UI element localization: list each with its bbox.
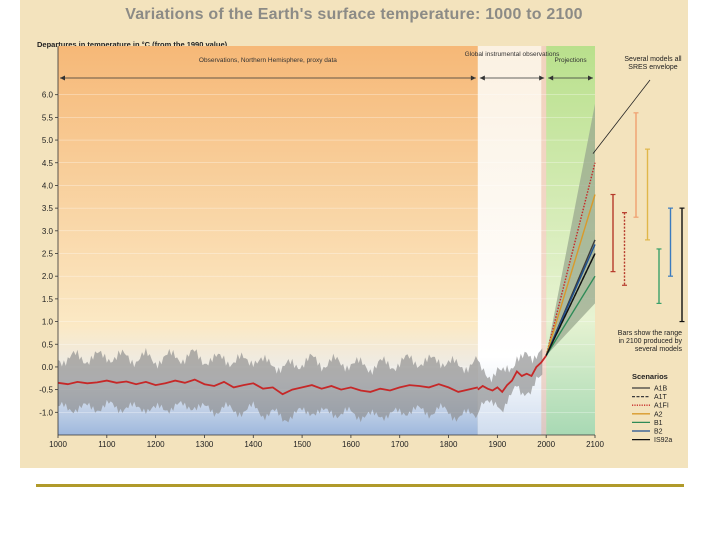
y-tick-label: 3.5 xyxy=(42,204,54,213)
legend-label-a1t: A1T xyxy=(654,394,668,401)
scenario-line-a1fi xyxy=(545,162,596,356)
temperature-chart: Observations, Northern Hemisphere, proxy… xyxy=(39,46,685,449)
envelope-annotation: Several models all SRES envelope xyxy=(624,56,682,71)
period-label-1: Global instrumental observations xyxy=(465,51,560,58)
y-tick-label: 1.0 xyxy=(42,318,54,327)
period-arrowhead-right-0 xyxy=(470,75,476,81)
period-arrowhead-right-2 xyxy=(588,75,593,81)
period-arrowhead-left-1 xyxy=(479,75,485,81)
period-label-0: Observations, Northern Hemisphere, proxy… xyxy=(199,57,337,64)
x-tick-label: 1400 xyxy=(244,440,262,449)
x-tick-label: 1900 xyxy=(488,440,506,449)
y-tick-label: 1.5 xyxy=(42,295,54,304)
y-tick-label: 6.0 xyxy=(42,91,54,100)
legend-label-is92a: IS92a xyxy=(654,437,672,444)
legend-label-b2: B2 xyxy=(654,429,663,436)
y-tick-label: -1.0 xyxy=(39,408,53,417)
scenarios-legend-title: Scenarios xyxy=(632,372,668,381)
period-divider xyxy=(541,46,547,435)
period-label-2: Projections xyxy=(555,57,588,64)
envelope-arrow xyxy=(592,79,651,154)
uncertainty-band xyxy=(58,347,543,423)
legend-label-a2: A2 xyxy=(654,411,663,418)
y-tick-label: 2.5 xyxy=(42,250,54,259)
footer-rule xyxy=(36,484,684,487)
x-tick-label: 1100 xyxy=(98,440,116,449)
legend-label-a1fi: A1FI xyxy=(654,403,669,410)
y-tick-label: 5.5 xyxy=(42,113,54,122)
chart-title: Variations of the Earth's surface temper… xyxy=(125,6,583,23)
period-arrowhead-left-2 xyxy=(548,75,554,81)
x-tick-label: 1600 xyxy=(342,440,360,449)
sres-envelope xyxy=(546,103,595,356)
instrumental-series-line xyxy=(477,355,547,394)
y-tick-label: 3.0 xyxy=(42,227,54,236)
x-tick-label: 1000 xyxy=(49,440,67,449)
x-tick-label: 1200 xyxy=(147,440,165,449)
proxy-series-line xyxy=(57,378,478,396)
y-tick-label: -0.5 xyxy=(39,386,53,395)
x-tick-label: 1500 xyxy=(293,440,311,449)
y-tick-label: 4.0 xyxy=(42,181,54,190)
period-arrowhead-left-0 xyxy=(60,75,65,81)
range-bars-annotation: Bars show the range in 2100 produced by … xyxy=(617,330,682,353)
y-tick-label: 0.5 xyxy=(42,340,54,349)
x-tick-label: 1300 xyxy=(196,440,214,449)
y-tick-label: 0.0 xyxy=(42,363,54,372)
period-arrowhead-right-1 xyxy=(539,75,545,81)
scenario-line-is92a xyxy=(545,253,596,356)
scenario-line-b1 xyxy=(545,275,596,356)
y-tick-label: 5.0 xyxy=(42,136,54,145)
legend-label-a1b: A1B xyxy=(654,386,668,393)
y-tick-label: 2.0 xyxy=(42,272,54,281)
legend-label-b1: B1 xyxy=(654,420,663,427)
y-axis-title: Departures in temperature in °C (from th… xyxy=(37,40,228,49)
x-tick-label: 2100 xyxy=(586,440,604,449)
chart-panel: Variations of the Earth's surface temper… xyxy=(20,0,688,468)
x-tick-label: 2000 xyxy=(537,440,555,449)
scenario-line-a2 xyxy=(545,194,596,356)
y-tick-label: 4.5 xyxy=(42,159,54,168)
x-tick-label: 1800 xyxy=(440,440,458,449)
x-tick-label: 1700 xyxy=(391,440,409,449)
